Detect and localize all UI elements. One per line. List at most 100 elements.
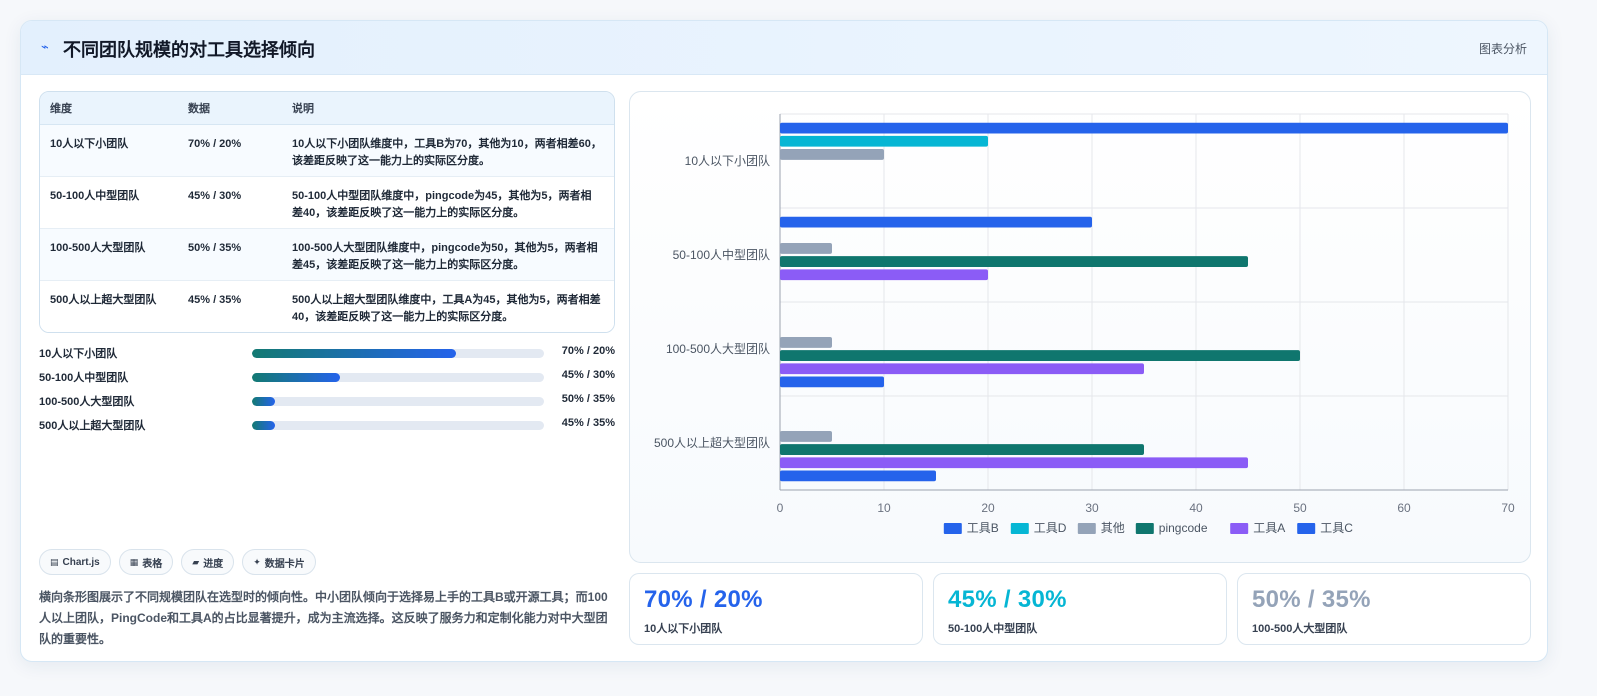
table-row: 100-500人大型团队 50% / 35% 100-500人大型团队维度中，p…: [40, 228, 614, 280]
bar: [780, 135, 988, 147]
horizontal-bar-chart: 0 10 20 30 40 50 60 70 10人以下小团队 50-100人中型团队 100-50…: [654, 113, 1515, 535]
bar: [780, 149, 884, 160]
bar: [780, 337, 832, 348]
x-tick-label: 0: [777, 501, 784, 515]
bar: [780, 431, 832, 442]
stat-label: 10人以下小团队: [644, 623, 723, 635]
stat-value: 70% / 20%: [644, 586, 763, 613]
x-tick-label: 60: [1397, 501, 1411, 515]
progress-fill: [252, 421, 276, 430]
table-icon: ▦: [129, 556, 139, 567]
stat-card: 50% / 35% 100-500人大型团队: [1237, 573, 1531, 645]
bar-chart-panel: 0 10 20 30 40 50 60 70 10人以下小团队 50-100人中型团队 100-50…: [629, 91, 1531, 563]
progress-value: 45% / 30%: [561, 369, 615, 381]
sparkle-icon: ✦: [253, 556, 261, 567]
main-card: ⌁ 不同团队规模的对工具选择倾向 图表分析 维度 数据 说明 10人以下小团队 …: [20, 20, 1548, 662]
chip-label: 表格: [142, 558, 163, 570]
stat-label: 100-500人大型团队: [1252, 623, 1348, 635]
stat-card: 70% / 20% 10人以下小团队: [629, 573, 923, 645]
cell-data: 50% / 35%: [188, 241, 242, 254]
legend-swatch: [943, 523, 962, 534]
bar: [780, 457, 1248, 469]
progress-icon: ▰: [192, 556, 200, 567]
progress-value: 70% / 20%: [561, 345, 615, 357]
x-tick-label: 50: [1293, 501, 1307, 515]
chip-label: Chart.js: [62, 556, 100, 568]
progress-label: 50-100人中型团队: [39, 372, 129, 384]
legend-label: 工具C: [1320, 521, 1353, 535]
cell-description: 500人以上超大型团队维度中，工具A为45，其他为5，两者相差40，该差距反映了…: [292, 293, 601, 323]
legend-label: 其他: [1101, 521, 1125, 535]
progress-row: 10人以下小团队 70% / 20%: [39, 345, 615, 361]
x-tick-label: 30: [1085, 501, 1099, 515]
progress-row: 50-100人中型团队 45% / 30%: [39, 369, 615, 385]
x-tick-label: 70: [1501, 501, 1515, 515]
legend-swatch: [1297, 523, 1316, 534]
legend-swatch: [1010, 523, 1029, 534]
bar: [780, 376, 884, 388]
cell-dimension: 500人以上超大型团队: [50, 293, 157, 306]
stat-value: 45% / 30%: [948, 586, 1067, 613]
x-tick-label: 40: [1189, 501, 1203, 515]
chip-data-card[interactable]: ✦ 数据卡片: [242, 549, 316, 575]
y-tick-label: 100-500人大型团队: [666, 341, 770, 356]
bar: [780, 269, 988, 281]
chip-label: 进度: [203, 558, 224, 570]
cell-dimension: 50-100人中型团队: [50, 189, 140, 202]
chip-table[interactable]: ▦ 表格: [118, 549, 174, 575]
y-tick-label: 500人以上超大型团队: [654, 435, 770, 450]
legend-swatch: [1077, 523, 1096, 534]
col-header-dimension: 维度: [40, 92, 178, 125]
progress-fill: [252, 349, 457, 358]
progress-value: 50% / 35%: [561, 393, 615, 405]
progress-label: 10人以下小团队: [39, 348, 118, 360]
col-header-description: 说明: [282, 92, 614, 125]
bar: [780, 256, 1248, 267]
cell-data: 70% / 20%: [188, 137, 242, 150]
cell-data: 45% / 30%: [188, 189, 242, 202]
bar: [780, 350, 1300, 361]
progress-track: [252, 349, 544, 358]
page-title: 不同团队规模的对工具选择倾向: [63, 40, 315, 60]
y-tick-label: 10人以下小团队: [685, 153, 770, 168]
bar: [780, 122, 1508, 134]
card-header: ⌁ 不同团队规模的对工具选择倾向 图表分析: [21, 21, 1547, 75]
chart-analysis-tag: 图表分析: [1478, 42, 1527, 56]
table-row: 500人以上超大型团队 45% / 35% 500人以上超大型团队维度中，工具A…: [40, 280, 614, 332]
progress-fill: [252, 397, 276, 406]
legend-swatch: [1135, 523, 1154, 534]
progress-track: [252, 421, 544, 430]
summary-text: 横向条形图展示了不同规模团队在选型时的倾向性。中小团队倾向于选择易上手的工具B或…: [39, 590, 608, 646]
progress-track: [252, 397, 544, 406]
data-table: 维度 数据 说明 10人以下小团队 70% / 20% 10人以下小团队维度中，…: [39, 91, 615, 333]
table-row: 10人以下小团队 70% / 20% 10人以下小团队维度中，工具B为70，其他…: [40, 124, 614, 176]
progress-label: 500人以上超大型团队: [39, 420, 146, 432]
cell-dimension: 10人以下小团队: [50, 137, 129, 150]
progress-label: 100-500人大型团队: [39, 396, 135, 408]
chart-trend-icon: ⌁: [41, 39, 49, 54]
cell-dimension: 100-500人大型团队: [50, 241, 146, 254]
legend-swatch: [1230, 523, 1249, 534]
x-tick-label: 20: [981, 501, 995, 515]
table-header-row: 维度 数据 说明: [40, 92, 614, 125]
legend-label: 工具D: [1034, 521, 1067, 535]
table-row: 50-100人中型团队 45% / 30% 50-100人中型团队维度中，pin…: [40, 176, 614, 228]
legend-label: pingcode: [1159, 521, 1208, 535]
stat-label: 50-100人中型团队: [948, 623, 1038, 635]
x-tick-label: 10: [877, 501, 891, 515]
progress-value: 45% / 35%: [561, 417, 615, 429]
stat-value: 50% / 35%: [1252, 586, 1371, 613]
cell-description: 50-100人中型团队维度中，pingcode为45，其他为5，两者相差40，该…: [292, 189, 592, 219]
chip-progress[interactable]: ▰ 进度: [181, 549, 235, 575]
progress-track: [252, 373, 544, 382]
tech-chips: ▤ Chart.js ▦ 表格 ▰ 进度 ✦ 数据卡片: [39, 549, 316, 575]
cell-data: 45% / 35%: [188, 293, 242, 306]
bar: [780, 216, 1092, 228]
chart-icon: ▤: [50, 556, 59, 567]
chip-chartjs[interactable]: ▤ Chart.js: [39, 549, 111, 575]
chip-label: 数据卡片: [264, 558, 305, 570]
legend-label: 工具A: [1253, 521, 1285, 535]
bar: [780, 243, 832, 254]
cell-description: 10人以下小团队维度中，工具B为70，其他为10，两者相差60，该差距反映了这一…: [292, 137, 602, 167]
progress-row: 100-500人大型团队 50% / 35%: [39, 393, 615, 409]
